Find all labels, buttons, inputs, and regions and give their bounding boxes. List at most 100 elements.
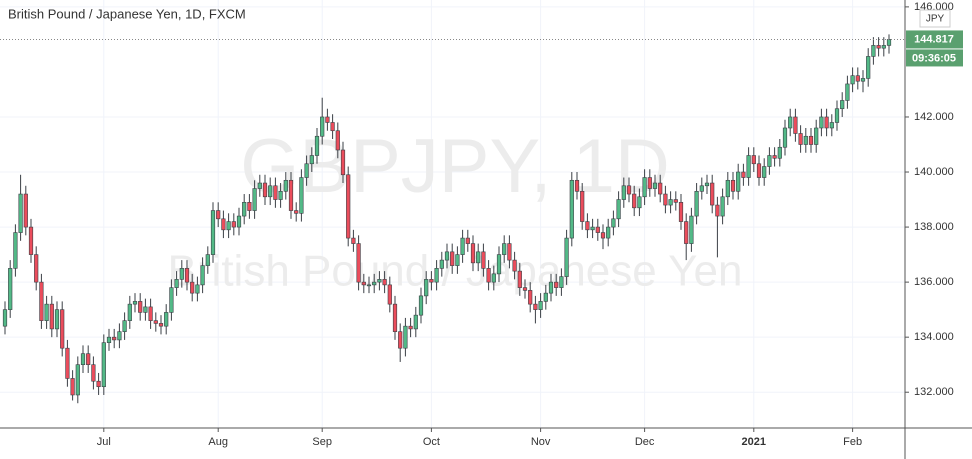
candle-body [309,155,314,165]
candle-body [70,378,75,396]
candle-body [652,182,658,189]
candle-body [372,281,377,286]
candle-body [304,163,309,178]
candle-body [590,226,595,231]
y-tick-label: 140.000 [914,166,954,178]
candle-body [600,232,606,239]
y-tick-label: 142.000 [914,111,954,123]
candle-body [226,221,231,231]
candle-body [840,100,845,110]
candle-body [169,287,174,313]
candle-body [678,202,684,222]
x-tick-label: Dec [635,436,655,448]
candle-body [164,312,169,327]
candle-body [793,116,798,134]
candle-body [866,56,871,79]
x-tick-label: Oct [423,436,440,448]
candle-body [210,210,216,255]
candle-body [699,185,704,192]
y-tick-label: 134.000 [914,331,954,343]
candle-body [637,196,642,209]
candle-body [340,149,346,176]
candle-body [377,279,382,283]
candle-body [684,221,689,244]
candle-body [502,243,507,255]
candle-body [158,323,164,327]
candle-body [205,254,210,266]
candle-body [855,75,860,82]
candle-body [772,155,777,159]
candle-body [273,185,278,200]
candle-body [673,199,678,203]
candle-body [621,185,626,200]
candle-body [533,303,538,310]
candle-body [803,135,808,145]
candle-body [720,196,725,217]
candle-body [548,281,554,294]
candle-body [127,303,132,321]
currency-label: JPY [926,14,945,25]
candle-body [517,270,522,288]
candle-body [611,218,616,228]
candle-body [496,254,502,275]
last-price-box [906,30,963,49]
candle-body [122,320,127,332]
candle-body [13,232,18,269]
candle-body [382,279,387,286]
candle-body [663,193,668,206]
candle-body [689,215,694,244]
x-tick-label: Sep [312,436,332,448]
candle-body [398,331,403,349]
candle-body [366,284,372,287]
candle-body [476,251,481,264]
candle-body [278,190,283,200]
candle-body [543,292,548,302]
x-tick-label: 2021 [742,436,766,448]
candle-body [34,254,39,283]
candle-body [850,75,855,85]
candle-body [762,166,767,178]
candle-body [814,127,819,145]
candle-body [522,287,528,291]
candle-body [860,78,866,82]
candle-body [829,122,834,129]
candle-body [777,146,782,159]
candle-body [200,265,205,286]
candle-body [314,135,320,156]
candle-body [325,116,330,123]
candle-body [756,163,762,178]
candle-body [871,45,876,57]
candle-body [268,185,273,198]
candle-body [439,259,444,269]
candle-body [434,268,439,283]
candle-body [190,281,195,294]
candle-body [886,39,892,46]
candle-body [361,281,366,286]
candle-body [18,193,23,233]
candle-body [715,204,720,217]
candle-body [585,221,590,231]
candle-body [429,279,434,283]
candle-body [647,177,652,189]
candle-body [413,314,418,330]
candle-body [294,210,299,214]
candle-body [23,193,28,228]
candle-body [824,116,829,129]
candle-body [320,116,325,137]
candle-body [257,182,262,189]
candle-body [346,174,351,239]
candle-body [174,279,179,288]
candle-body [845,83,850,101]
candle-body [356,243,361,283]
candle-body [387,284,392,305]
y-tick-label: 136.000 [914,276,954,288]
candle-body [819,116,824,129]
candle-body [798,133,803,145]
candle-body [184,268,190,283]
candle-body [751,155,756,165]
candle-body [179,268,184,280]
candle-body [106,336,112,343]
candle-body [28,226,34,255]
candle-body [632,193,637,209]
candle-body [262,182,268,198]
